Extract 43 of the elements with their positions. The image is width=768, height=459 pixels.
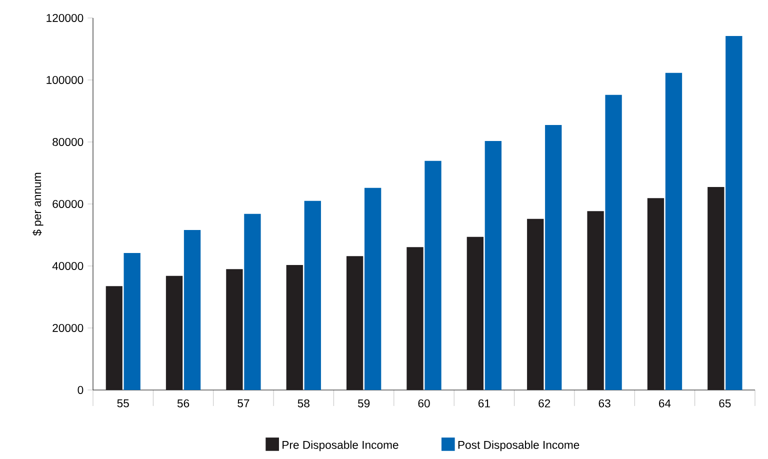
x-tick-label: 58: [298, 399, 310, 408]
legend-label: Post Disposable Income: [458, 440, 580, 452]
bar: [587, 211, 604, 390]
x-tick-label: 55: [117, 399, 129, 408]
y-tick-label: 40000: [52, 262, 84, 270]
bar: [124, 252, 140, 390]
x-tick-label: 59: [358, 399, 370, 408]
y-axis-title: $ per annum: [32, 172, 44, 236]
x-tick-label: 62: [538, 399, 550, 408]
bar: [726, 36, 742, 390]
x-tick-label: 60: [418, 399, 430, 408]
x-tick-label: 61: [478, 399, 490, 408]
y-tick-label: 80000: [52, 138, 84, 146]
bar: [665, 72, 682, 390]
bar: [406, 247, 424, 390]
x-tick-label: 64: [659, 399, 671, 408]
x-tick-label: 65: [719, 399, 731, 408]
bar: [605, 94, 622, 390]
bar: [424, 160, 442, 390]
x-tick-label: 57: [238, 399, 250, 408]
legend-label: Pre Disposable Income: [282, 440, 398, 452]
bar: [527, 218, 544, 390]
bar: [484, 141, 502, 390]
bar: [708, 186, 724, 390]
y-tick-label: 100000: [46, 76, 84, 84]
y-tick-label: 0: [78, 386, 84, 394]
bar: [304, 200, 321, 390]
bar: [286, 265, 303, 390]
bar: [346, 256, 364, 390]
bar: [226, 269, 243, 390]
bar: [184, 230, 201, 390]
y-tick-label: 120000: [46, 14, 84, 22]
bar: [545, 124, 562, 390]
bar: [106, 286, 122, 390]
y-tick-label: 20000: [52, 324, 84, 332]
bar: [364, 188, 382, 390]
x-tick-label: 56: [177, 399, 190, 408]
bar: [244, 214, 261, 390]
y-tick-label: 60000: [52, 200, 84, 208]
bar: [166, 276, 183, 390]
bar: [466, 236, 484, 390]
bar: [647, 198, 664, 390]
x-tick-label: 63: [598, 399, 610, 408]
